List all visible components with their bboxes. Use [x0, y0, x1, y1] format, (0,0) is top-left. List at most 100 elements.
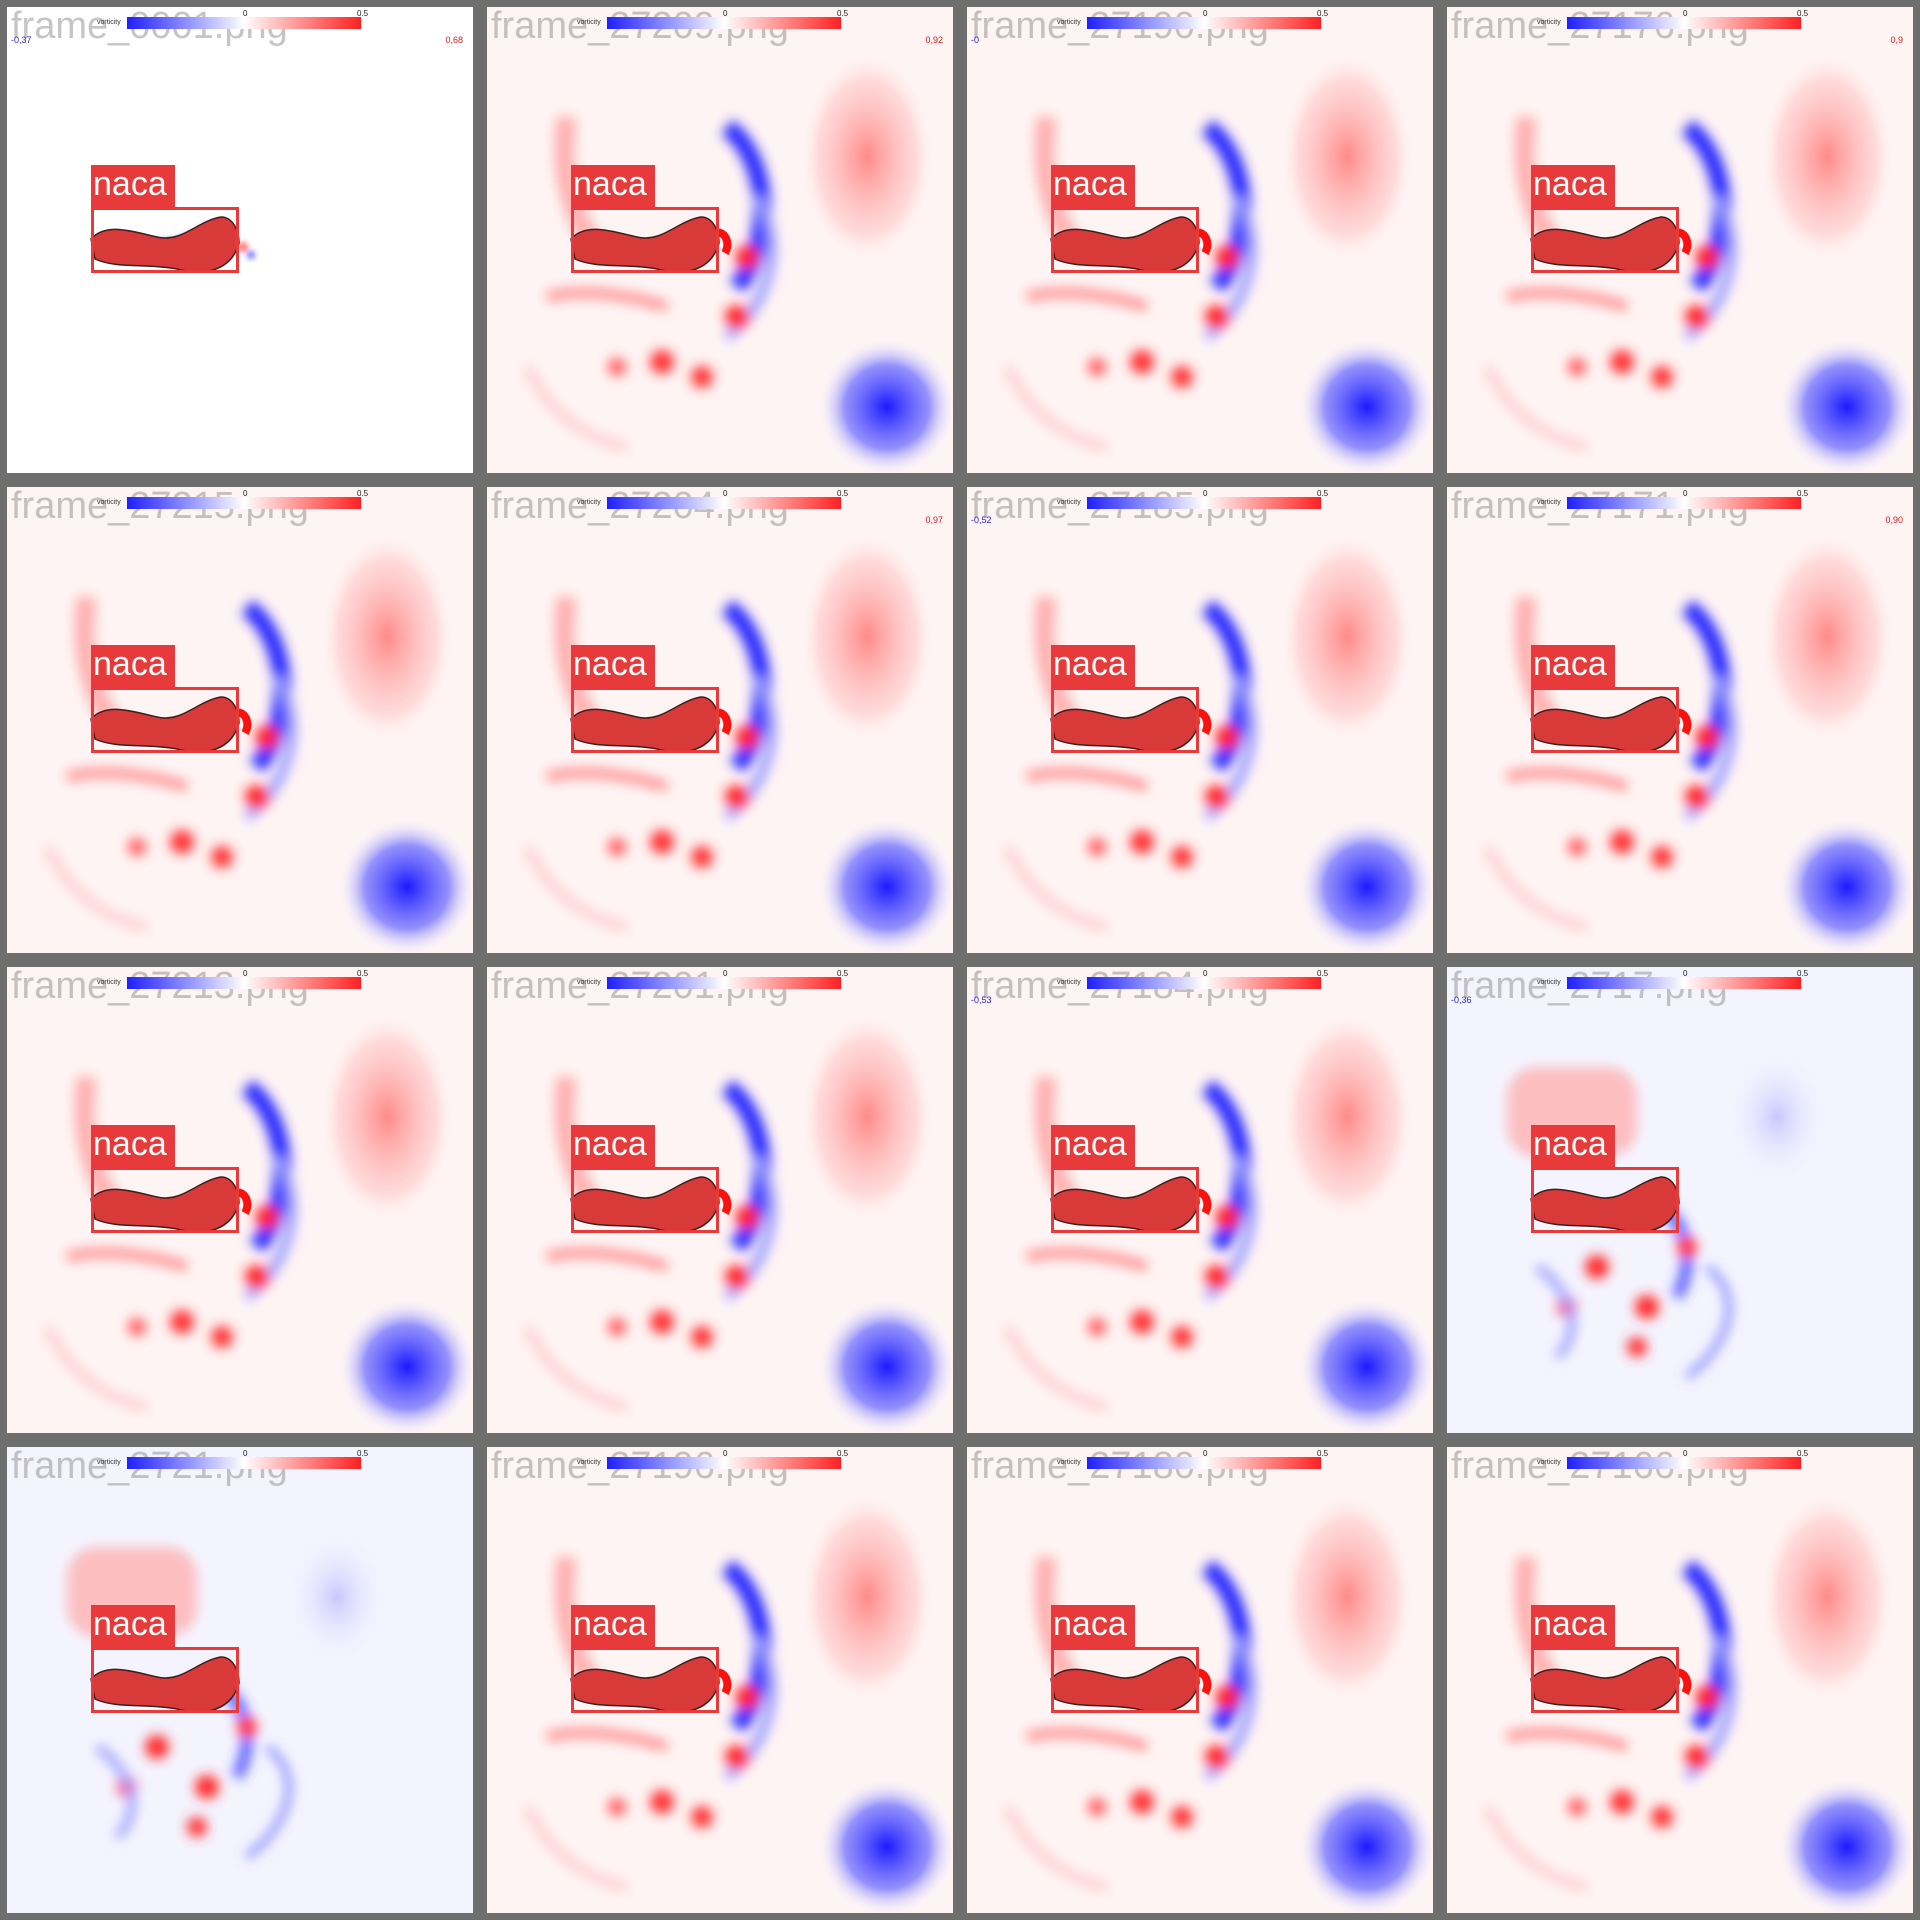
detection-label: naca	[91, 165, 175, 207]
frame-tile[interactable]: frame_27204.png vorticity 0 0.5 0,97 nac…	[487, 487, 953, 953]
detection-label: naca	[571, 165, 655, 207]
detection-bounding-box	[571, 1647, 719, 1713]
detection-label: naca	[91, 645, 175, 687]
detection-bounding-box	[91, 207, 239, 273]
colorbar-title: vorticity	[1537, 19, 1561, 26]
colorbar-title: vorticity	[1537, 1459, 1561, 1466]
colorbar-tick-max: 0.5	[1317, 969, 1329, 978]
colorbar	[1087, 977, 1321, 989]
colorbar-title: vorticity	[577, 19, 601, 26]
frame-tile[interactable]: frame_27190.png vorticity 0 0.5 -0 naca	[967, 7, 1433, 473]
colorbar-max-value: 0,90	[1885, 515, 1903, 525]
colorbar-tick-max: 0.5	[1317, 9, 1329, 18]
colorbar-title: vorticity	[1057, 19, 1081, 26]
colorbar-tick-zero: 0	[723, 1449, 728, 1458]
colorbar-tick-zero: 0	[1683, 489, 1688, 498]
colorbar-tick-zero: 0	[1683, 1449, 1688, 1458]
colorbar-tick-max: 0.5	[357, 489, 369, 498]
colorbar-title: vorticity	[1537, 499, 1561, 506]
colorbar	[1567, 17, 1801, 29]
detection-bounding-box	[571, 207, 719, 273]
colorbar	[127, 497, 361, 509]
colorbar-min-value: -0,52	[971, 515, 992, 525]
detection-label: naca	[1531, 1605, 1615, 1647]
colorbar-max-value: 0,68	[445, 35, 463, 45]
colorbar	[607, 497, 841, 509]
detection-bounding-box	[1531, 1647, 1679, 1713]
colorbar-tick-zero: 0	[1203, 489, 1208, 498]
frame-tile[interactable]: frame_27196.png vorticity 0 0.5 naca	[487, 1447, 953, 1913]
colorbar-tick-max: 0.5	[1797, 969, 1809, 978]
frame-tile[interactable]: frame_27166.png vorticity 0 0.5 naca	[1447, 1447, 1913, 1913]
colorbar-title: vorticity	[577, 499, 601, 506]
frame-tile[interactable]: frame_2717.png vorticity 0 0.5 -0,36 nac…	[1447, 967, 1913, 1433]
colorbar-max-value: 0,9	[1890, 35, 1903, 45]
colorbar-tick-max: 0.5	[357, 1449, 369, 1458]
detection-label: naca	[571, 1605, 655, 1647]
frame-tile[interactable]: frame_0001.png vorticity 0 0.5 -0,37 0,6…	[7, 7, 473, 473]
colorbar-tick-max: 0.5	[357, 969, 369, 978]
colorbar	[1087, 17, 1321, 29]
frame-tile[interactable]: frame_27184.png vorticity 0 0.5 -0,53 na…	[967, 967, 1433, 1433]
colorbar-tick-max: 0.5	[837, 969, 849, 978]
detection-label: naca	[571, 1125, 655, 1167]
frame-tile[interactable]: frame_27209.png vorticity 0 0.5 0,92 nac…	[487, 7, 953, 473]
detection-label: naca	[1051, 645, 1135, 687]
colorbar-tick-zero: 0	[243, 9, 248, 18]
colorbar-title: vorticity	[1057, 1459, 1081, 1466]
colorbar-tick-max: 0.5	[1797, 489, 1809, 498]
frame-tile[interactable]: frame_27185.png vorticity 0 0.5 -0,52 na…	[967, 487, 1433, 953]
colorbar-tick-zero: 0	[243, 1449, 248, 1458]
colorbar	[1567, 1457, 1801, 1469]
detection-label: naca	[1531, 1125, 1615, 1167]
colorbar-title: vorticity	[97, 19, 121, 26]
colorbar-tick-zero: 0	[723, 969, 728, 978]
detection-bounding-box	[1531, 1167, 1679, 1233]
colorbar-min-value: -0,37	[11, 35, 32, 45]
colorbar	[607, 1457, 841, 1469]
detection-label: naca	[1531, 645, 1615, 687]
colorbar	[607, 17, 841, 29]
detection-label: naca	[571, 645, 655, 687]
detection-bounding-box	[1531, 687, 1679, 753]
colorbar-title: vorticity	[97, 499, 121, 506]
detection-label: naca	[1051, 165, 1135, 207]
colorbar-min-value: -0,53	[971, 995, 992, 1005]
colorbar-title: vorticity	[577, 1459, 601, 1466]
colorbar	[1567, 497, 1801, 509]
colorbar-tick-max: 0.5	[837, 1449, 849, 1458]
colorbar-min-value: -0	[971, 35, 980, 45]
colorbar-title: vorticity	[97, 979, 121, 986]
detection-bounding-box	[1051, 1167, 1199, 1233]
detection-bounding-box	[1051, 687, 1199, 753]
colorbar	[607, 977, 841, 989]
frame-tile[interactable]: frame_27215.png vorticity 0 0.5 naca	[7, 487, 473, 953]
detection-bounding-box	[91, 1167, 239, 1233]
colorbar-tick-zero: 0	[723, 9, 728, 18]
colorbar-tick-zero: 0	[1203, 969, 1208, 978]
colorbar-tick-max: 0.5	[1317, 1449, 1329, 1458]
detection-bounding-box	[1051, 207, 1199, 273]
colorbar	[127, 977, 361, 989]
frame-tile[interactable]: frame_27176.png vorticity 0 0.5 0,9 naca	[1447, 7, 1913, 473]
detection-label: naca	[91, 1125, 175, 1167]
frame-tile[interactable]: frame_27171.png vorticity 0 0.5 0,90 nac…	[1447, 487, 1913, 953]
frame-tile[interactable]: frame_2721.png vorticity 0 0.5 naca	[7, 1447, 473, 1913]
colorbar-title: vorticity	[1057, 499, 1081, 506]
colorbar-title: vorticity	[577, 979, 601, 986]
colorbar-max-value: 0,97	[925, 515, 943, 525]
frame-tile[interactable]: frame_27201.png vorticity 0 0.5 naca	[487, 967, 953, 1433]
colorbar-tick-max: 0.5	[357, 9, 369, 18]
detection-bounding-box	[91, 687, 239, 753]
colorbar	[1567, 977, 1801, 989]
colorbar-tick-zero: 0	[723, 489, 728, 498]
colorbar-title: vorticity	[1057, 979, 1081, 986]
frame-tile[interactable]: frame_27180.png vorticity 0 0.5 naca	[967, 1447, 1433, 1913]
colorbar-tick-max: 0.5	[837, 9, 849, 18]
colorbar	[127, 1457, 361, 1469]
colorbar-title: vorticity	[1537, 979, 1561, 986]
colorbar-tick-max: 0.5	[1797, 9, 1809, 18]
colorbar-title: vorticity	[97, 1459, 121, 1466]
frame-tile[interactable]: frame_27213.png vorticity 0 0.5 naca	[7, 967, 473, 1433]
